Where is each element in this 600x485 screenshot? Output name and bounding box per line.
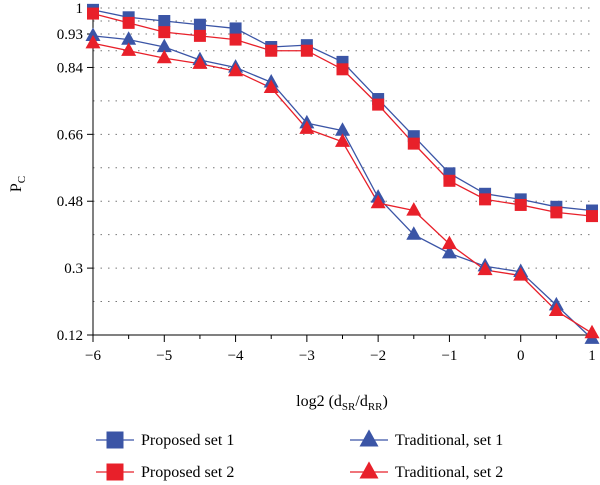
series-1-point-3 <box>193 29 206 42</box>
series-3-point-1 <box>121 42 137 56</box>
series-3-point-12 <box>513 267 529 281</box>
series-1-point-13 <box>550 206 563 219</box>
series-3-point-4 <box>228 62 244 77</box>
x-tick-label-5: −1 <box>441 348 457 364</box>
series-3-point-6 <box>299 120 315 134</box>
legend-marker-1 <box>106 463 124 481</box>
series-1-point-2 <box>158 26 171 39</box>
series-1-point-5 <box>265 44 278 57</box>
x-tick-label-4: −2 <box>370 348 386 364</box>
y-tick-label-4: 0.84 <box>57 60 84 76</box>
series-1-point-1 <box>122 16 135 29</box>
y-tick-label-5: 0.93 <box>57 27 83 43</box>
series-line-3 <box>92 42 593 334</box>
x-tick-label-3: −3 <box>299 348 315 364</box>
series-line-0 <box>92 9 593 212</box>
legend-label-0: Proposed set 1 <box>141 432 234 449</box>
series-1-point-11 <box>479 193 492 206</box>
legend-label-3: Traditional, set 2 <box>395 464 503 481</box>
series-0-point-3 <box>193 18 206 31</box>
y-tick-label-2: 0.48 <box>57 194 83 210</box>
series-3-point-14 <box>584 324 600 339</box>
series-1-point-4 <box>229 33 242 46</box>
x-tick-label-7: 1 <box>588 348 596 364</box>
x-tick-label-6: 0 <box>517 348 525 364</box>
series-1-point-12 <box>514 198 527 211</box>
series-3-point-13 <box>548 302 564 316</box>
series-2-point-0 <box>85 27 101 41</box>
series-2-point-9 <box>406 226 422 240</box>
series-3-point-10 <box>441 235 457 250</box>
series-3-point-8 <box>370 194 386 209</box>
series-1-point-6 <box>300 44 313 57</box>
series-2-point-1 <box>121 31 137 45</box>
x-tick-label-2: −4 <box>228 348 244 364</box>
legend-marker-0 <box>106 431 124 449</box>
series-3-point-0 <box>85 34 101 49</box>
series-3-point-9 <box>406 202 422 216</box>
series-1-point-14 <box>586 210 598 223</box>
series-1-point-7 <box>336 63 349 76</box>
series-markers <box>85 3 600 344</box>
y-tick-label-1: 0.3 <box>64 261 83 277</box>
y-tick-label-6: 1 <box>76 1 84 17</box>
series-1-point-10 <box>443 174 456 187</box>
series-2-point-10 <box>441 244 457 259</box>
y-axis-title: PC <box>8 176 28 192</box>
y-tick-label-3: 0.66 <box>57 127 84 143</box>
series-3-point-11 <box>477 261 493 276</box>
legend-label-2: Traditional, set 1 <box>395 432 503 449</box>
legend-marker-2 <box>359 429 379 447</box>
legend-marker-3 <box>359 461 379 479</box>
series-0-point-4 <box>229 22 242 35</box>
series-line-2 <box>92 35 593 340</box>
legend-label-1: Proposed set 2 <box>141 464 234 481</box>
x-tick-label-1: −5 <box>156 348 172 364</box>
series-2-point-7 <box>335 122 350 136</box>
legend: Proposed set 1 Proposed set 2 Traditional,… <box>96 429 503 481</box>
series-1-point-9 <box>407 137 420 150</box>
series-0-point-7 <box>336 55 349 68</box>
tick-labels: 0.12 0.3 0.48 0.66 0.84 0.93 1 −6 −5 −4 −3 −2 −1 0 1 <box>57 1 596 364</box>
series-3-point-5 <box>263 79 279 94</box>
series-3-point-2 <box>156 49 172 64</box>
series-3-point-7 <box>335 133 350 147</box>
series-0-point-2 <box>158 15 171 28</box>
series-1-point-8 <box>372 98 385 111</box>
series-3-point-3 <box>192 55 208 69</box>
x-axis-title: log2 (dSR/dRR) <box>296 393 388 413</box>
series-2-point-2 <box>156 38 172 53</box>
series-line-1 <box>92 12 593 217</box>
series-1-point-0 <box>87 7 99 20</box>
y-tick-label-0: 0.12 <box>57 328 83 344</box>
x-tick-label-0: −6 <box>85 348 101 364</box>
